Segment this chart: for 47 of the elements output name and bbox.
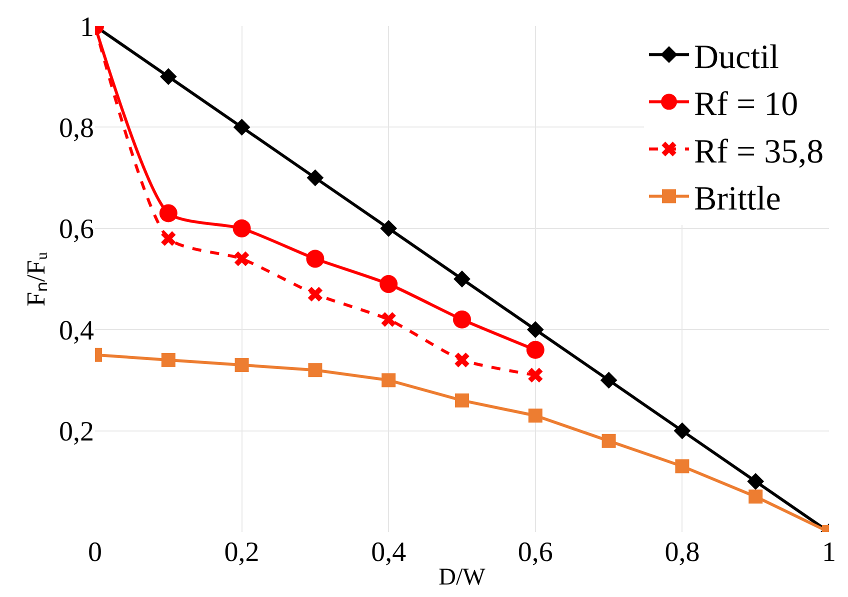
point	[234, 251, 250, 266]
x-tick-label: 0,2	[224, 537, 260, 568]
point	[234, 358, 249, 372]
point	[382, 373, 396, 388]
point	[747, 472, 764, 490]
legend-label: Rf = 10	[694, 86, 798, 124]
point	[526, 321, 544, 338]
point	[161, 231, 176, 246]
x-tick-label: 0,8	[664, 537, 700, 568]
point	[455, 393, 469, 408]
y-tick-label: 0,2	[59, 416, 94, 448]
point	[308, 286, 323, 302]
point	[306, 169, 324, 186]
y-tick-label: 1	[80, 12, 94, 43]
point	[528, 408, 542, 423]
x-tick-label: 0,4	[371, 537, 406, 568]
y-tick-label: 0,8	[59, 113, 94, 144]
point	[748, 490, 763, 504]
point	[308, 363, 322, 378]
point	[233, 118, 250, 136]
point	[528, 368, 543, 382]
point	[602, 434, 616, 448]
point	[453, 310, 471, 328]
point	[454, 270, 470, 288]
point	[161, 352, 176, 367]
point	[674, 422, 691, 440]
point	[381, 312, 396, 327]
y-tick-label: 0,6	[59, 214, 94, 246]
x-axis-title: D/W	[438, 564, 486, 590]
point	[160, 68, 177, 86]
point	[380, 275, 398, 294]
point	[675, 459, 690, 474]
x-tick-label: 0,6	[518, 537, 553, 568]
legend-label: Ductil	[694, 38, 779, 76]
point	[159, 204, 178, 222]
point	[306, 250, 324, 268]
point	[526, 340, 544, 359]
x-tick-label: 1	[822, 537, 836, 568]
legend-label: Rf = 35,8	[694, 133, 824, 170]
point	[232, 219, 251, 238]
legend-label: Brittle	[694, 180, 781, 218]
y-tick-label: 0,4	[59, 315, 94, 346]
y-axis-title: Fₙ/Fᵤ	[21, 252, 50, 306]
point	[380, 220, 398, 237]
point	[600, 372, 618, 389]
x-tick-label: 0	[88, 537, 102, 568]
point	[454, 352, 470, 368]
